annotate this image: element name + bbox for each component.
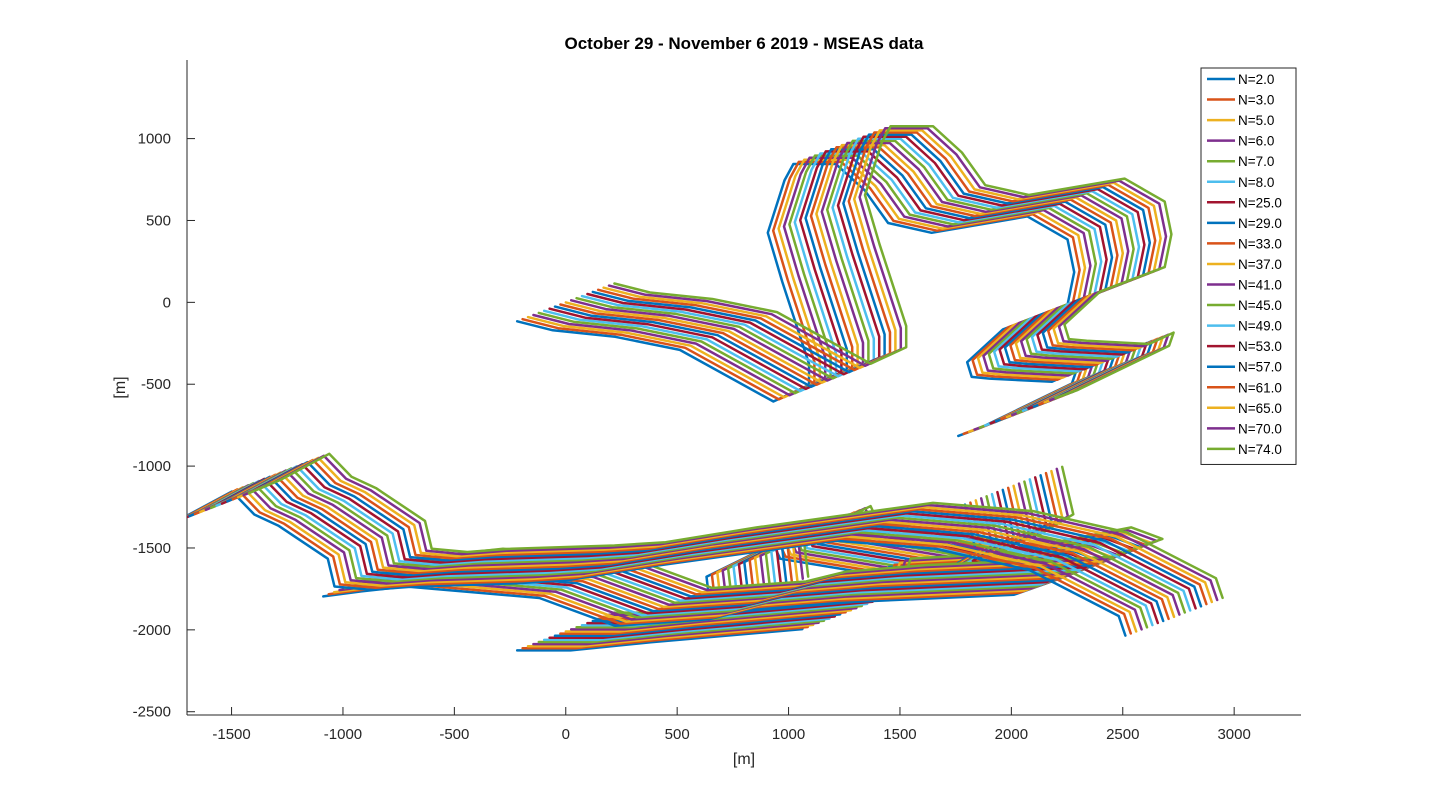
legend-entry: N=5.0 <box>1238 113 1274 128</box>
x-tick-label: -1000 <box>324 726 362 743</box>
x-tick-label: 500 <box>665 726 690 743</box>
legend-entry: N=25.0 <box>1238 195 1282 210</box>
y-tick-label: -2500 <box>133 704 171 721</box>
series-line-4-11 <box>204 469 1181 616</box>
series-line-1-19 <box>613 124 1175 400</box>
series-line-4-6 <box>187 479 1154 627</box>
series-line-4-19 <box>247 452 1224 600</box>
legend-entry: N=8.0 <box>1238 175 1274 190</box>
series-line-4-8 <box>188 475 1165 623</box>
chart-title: October 29 - November 6 2019 - MSEAS dat… <box>564 34 924 53</box>
series-line-4-3 <box>187 486 1138 633</box>
legend-entry: N=74.0 <box>1238 442 1282 457</box>
y-tick-label: 1000 <box>138 131 171 148</box>
legend-entry: N=33.0 <box>1238 236 1282 251</box>
legend-entry: N=45.0 <box>1238 298 1282 313</box>
series-line-4-5 <box>187 481 1149 629</box>
y-tick-label: -1500 <box>133 540 171 557</box>
x-tick-label: 1500 <box>883 726 916 743</box>
y-axis: -2500 -2000 -1500 -1000 -500 0 500 1000 <box>133 131 195 721</box>
y-axis-label: [m] <box>112 376 129 398</box>
series-line-4-9 <box>193 473 1170 621</box>
series-line-4-14 <box>220 463 1197 610</box>
legend-entry: N=53.0 <box>1238 339 1282 354</box>
x-axis: -1500 -1000 -500 0 500 1000 1500 2000 2500 3000 <box>212 707 1251 743</box>
series-line-4-15 <box>226 460 1203 608</box>
series-line-4-2 <box>187 488 1133 635</box>
legend-entry: N=41.0 <box>1238 278 1282 293</box>
legend-entry: N=6.0 <box>1238 134 1274 149</box>
x-tick-label: 2500 <box>1106 726 1139 743</box>
legend-entry: N=57.0 <box>1238 360 1282 375</box>
x-tick-label: -1500 <box>212 726 250 743</box>
series-line-4-18 <box>242 454 1219 602</box>
x-tick-label: 1000 <box>772 726 805 743</box>
series-line-4-13 <box>215 465 1192 612</box>
legend-entry: N=3.0 <box>1238 93 1274 108</box>
legend-entry: N=7.0 <box>1238 154 1274 169</box>
legend-entry: N=61.0 <box>1238 380 1282 395</box>
legend-entry: N=70.0 <box>1238 421 1282 436</box>
series-line-4-17 <box>236 456 1214 604</box>
y-tick-label: -2000 <box>133 622 171 639</box>
series-line-4-1 <box>187 490 1127 637</box>
x-tick-label: 0 <box>562 726 570 743</box>
axes-frame <box>186 60 1301 716</box>
y-tick-label: 0 <box>163 294 171 311</box>
series-line-4-4 <box>187 484 1143 631</box>
legend: N=2.0 N=3.0 N=5.0 N=6.0 N=7.0 N=8.0 N=25.0 N=29… <box>1200 67 1297 465</box>
x-tick-label: -500 <box>439 726 469 743</box>
series-line-4-16 <box>231 458 1208 606</box>
y-tick-label: 500 <box>146 212 171 229</box>
legend-entry: N=2.0 <box>1238 72 1274 87</box>
legend-entry: N=49.0 <box>1238 319 1282 334</box>
x-tick-label: 3000 <box>1217 726 1250 743</box>
series-lines <box>187 124 1224 652</box>
legend-entry: N=29.0 <box>1238 216 1282 231</box>
series-line-4-7 <box>187 477 1160 625</box>
y-tick-label: -500 <box>141 376 171 393</box>
y-tick-label: -1000 <box>133 458 171 475</box>
x-tick-label: 2000 <box>995 726 1028 743</box>
legend-entry: N=37.0 <box>1238 257 1282 272</box>
legend-box <box>1200 67 1297 465</box>
legend-entry: N=65.0 <box>1238 401 1282 416</box>
series-line-4-12 <box>209 467 1187 614</box>
series-line-4-10 <box>199 471 1176 619</box>
x-axis-label: [m] <box>733 751 755 768</box>
